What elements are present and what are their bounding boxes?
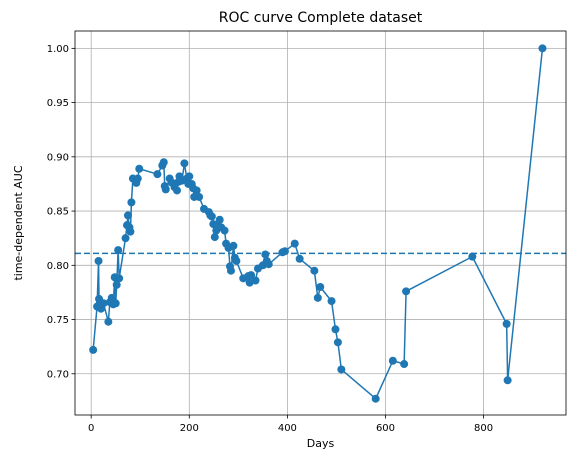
x-tick-label: 600 (376, 423, 395, 434)
x-tick-label: 200 (180, 423, 199, 434)
data-point (226, 266, 235, 275)
data-point (232, 256, 241, 265)
y-tick-label: 0.95 (47, 98, 69, 109)
data-point (121, 234, 130, 243)
data-point (159, 158, 168, 167)
data-point (229, 241, 238, 250)
data-point (388, 356, 397, 365)
y-tick-label: 0.80 (47, 261, 69, 272)
data-point (185, 172, 194, 181)
data-point (114, 246, 123, 255)
y-tick-label: 0.75 (47, 315, 69, 326)
y-tick-label: 1.00 (47, 44, 69, 55)
y-tick-label: 0.90 (47, 152, 69, 163)
data-point (503, 376, 512, 385)
data-point (468, 252, 477, 261)
y-tick-label: 0.70 (47, 369, 69, 380)
data-point (161, 185, 170, 194)
y-axis: 0.70 0.75 0.80 0.85 0.90 0.95 1.00 (47, 44, 75, 380)
data-point (127, 198, 136, 207)
y-tick-label: 0.85 (47, 207, 69, 218)
data-point (195, 192, 204, 201)
data-point (115, 274, 124, 283)
data-point (400, 360, 409, 369)
plot-frame (74, 30, 567, 416)
data-point (333, 338, 342, 347)
data-point (126, 227, 135, 236)
data-point (331, 325, 340, 334)
data-point (210, 233, 219, 242)
x-axis: 0 200 400 600 800 (88, 415, 493, 434)
data-point (123, 211, 132, 220)
data-point (89, 345, 98, 354)
chart-title: ROC curve Complete dataset (219, 10, 423, 26)
data-point (173, 186, 182, 195)
x-tick-label: 0 (88, 423, 94, 434)
data-point (180, 159, 189, 168)
x-tick-label: 400 (278, 423, 297, 434)
plot-background (75, 31, 566, 415)
data-point (280, 247, 289, 256)
data-point (247, 271, 256, 280)
data-point (251, 276, 260, 285)
data-point (94, 256, 103, 265)
data-point (99, 299, 108, 308)
data-point (264, 260, 273, 269)
data-point (220, 226, 229, 235)
data-point (502, 319, 511, 328)
data-point (371, 394, 380, 403)
data-point (192, 186, 201, 195)
data-point (290, 239, 299, 248)
plot-area (74, 30, 567, 416)
data-point (327, 297, 336, 306)
data-point (313, 293, 322, 302)
data-point (111, 299, 120, 308)
data-point (295, 254, 304, 263)
data-point (337, 365, 346, 374)
data-point (135, 164, 144, 173)
data-point (215, 215, 224, 224)
data-point (310, 266, 319, 275)
data-point (207, 212, 216, 221)
grid (75, 31, 566, 415)
series-line (92, 48, 544, 400)
data-point (104, 317, 113, 326)
data-point (261, 250, 270, 259)
x-axis-label: Days (307, 437, 335, 450)
data-point (112, 280, 121, 289)
data-point (538, 44, 547, 53)
y-axis-label: time-dependent AUC (12, 165, 25, 280)
data-point (153, 170, 162, 179)
data-point (133, 174, 142, 183)
series-layer (89, 44, 547, 403)
data-point (316, 283, 325, 291)
data-point (402, 287, 411, 296)
x-tick-label: 800 (474, 423, 493, 434)
